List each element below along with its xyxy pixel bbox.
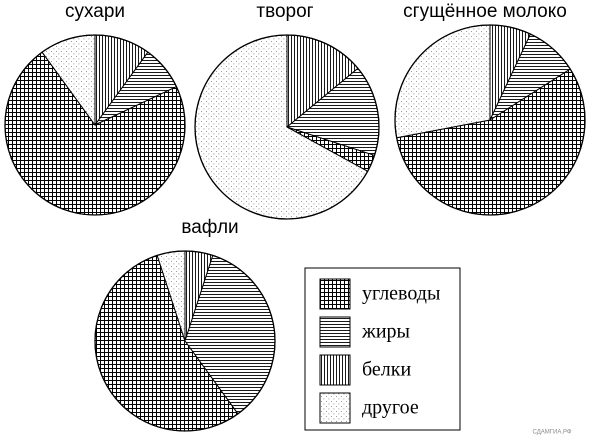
pie-title: сгущённое молоко: [403, 1, 567, 22]
pie-title: вафли: [181, 217, 238, 238]
legend-swatch: [319, 278, 351, 310]
legend-label: углеводы: [362, 283, 440, 305]
pie-slice: [394, 24, 491, 139]
pie-outline: [94, 250, 276, 432]
pie-outline: [394, 24, 586, 216]
legend-label: белки: [362, 359, 411, 381]
pie-outline: [194, 34, 380, 220]
legend-label: другое: [362, 397, 419, 419]
legend-label: жиры: [361, 321, 410, 343]
legend-swatch: [319, 392, 351, 424]
legend-swatch: [319, 316, 351, 348]
pie-outline: [4, 34, 186, 216]
pie-title: творог: [256, 1, 313, 22]
pie-title: сухари: [65, 1, 125, 22]
watermark: СДАМГИА.РФ: [533, 430, 572, 436]
legend-swatch: [319, 354, 351, 386]
